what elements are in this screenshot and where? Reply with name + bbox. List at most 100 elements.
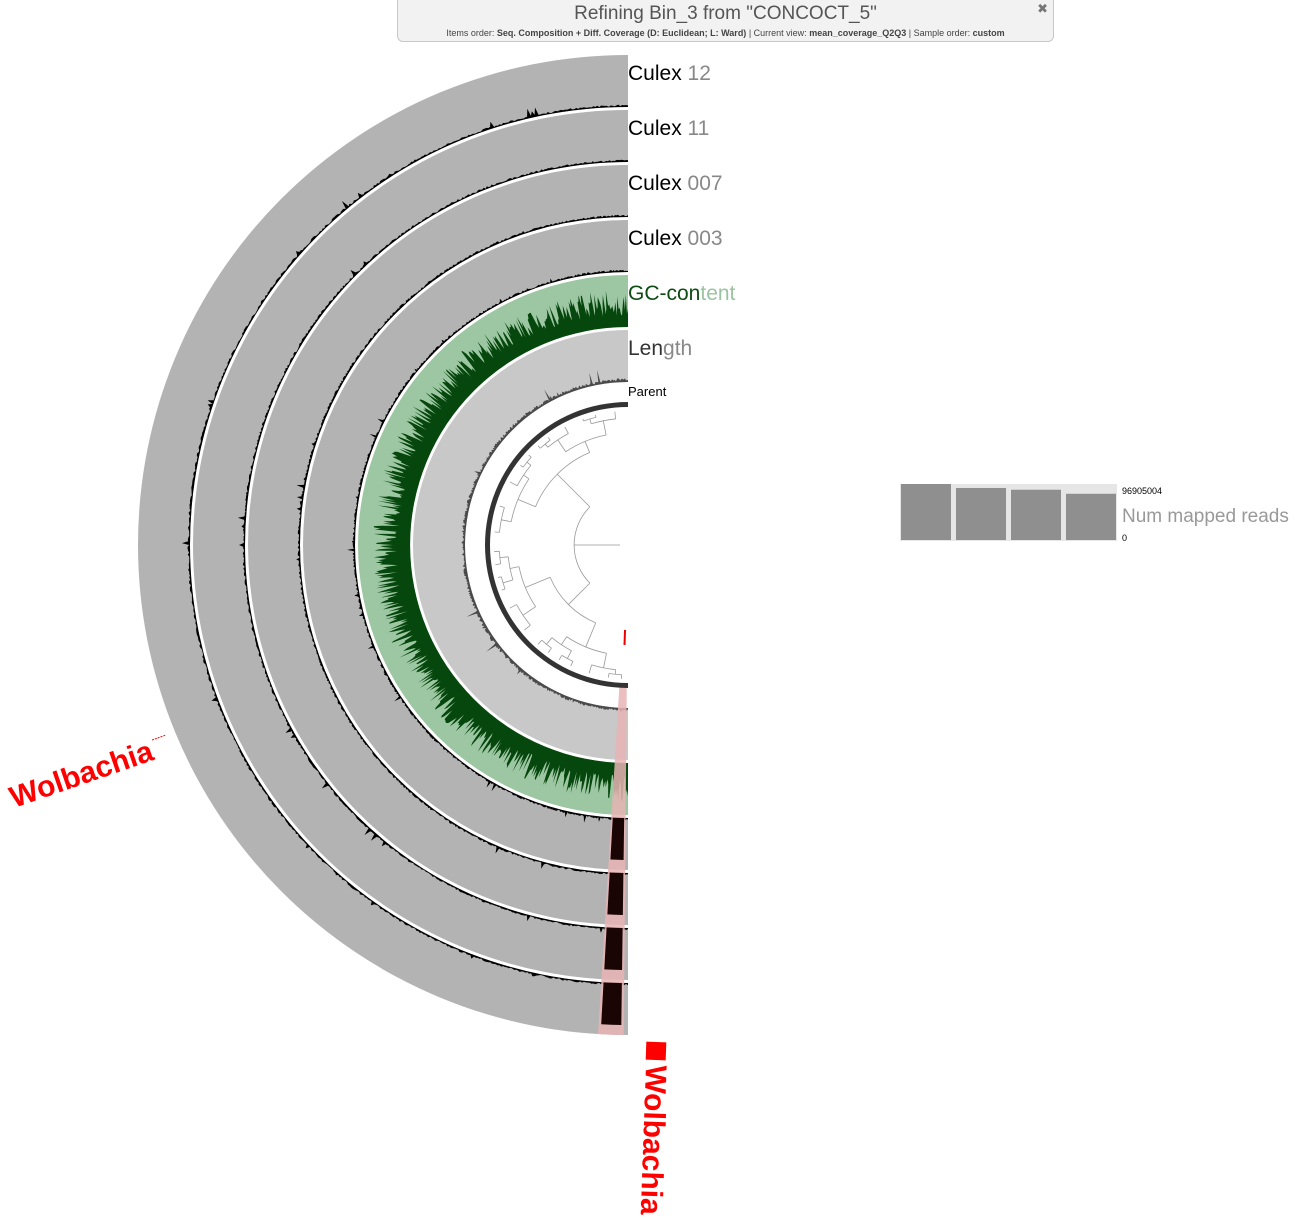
wolbachia-coverage-1 [604,927,623,970]
tree-branch [585,622,597,648]
wolbachia-label-bottom: Wolbachia [634,1065,672,1216]
ring-bg-0 [138,55,628,1035]
sample-order-label: Sample order: [913,28,971,38]
tree-branch [526,461,532,466]
tree-leaf [558,655,563,661]
num-mapped-reads-chart: 96905004 0 Num mapped reads [900,484,1289,543]
gc-signal [373,290,628,801]
wolbachia-coverage-0 [601,982,622,1025]
layer-label-prefix: GC-con [628,282,700,305]
layer-label-5: Length [628,337,692,360]
tree-wolbachia-leaf [623,629,627,645]
wolbachia-coverage-3 [610,817,625,860]
tree-branch [546,637,553,645]
wolbachia-marker [645,1041,667,1061]
tree-leaf [499,505,505,508]
current-view-label: Current view: [753,28,807,38]
layer-label-1: Culex 11 [628,117,709,140]
tree-leaf [595,414,597,418]
tree-leaf [537,445,541,449]
tree-branch [525,576,551,588]
tree-arc [535,452,590,507]
reads-bar-3 [1066,493,1116,540]
tree-branch [566,650,572,659]
dendrogram[interactable] [494,411,627,679]
tree-leaf [537,639,543,645]
layer-label-suffix: 003 [688,227,723,250]
tree-branch [584,441,591,453]
reads-min-label: 0 [1122,533,1127,543]
tree-arc [518,566,536,607]
reads-max-label: 96905004 [1122,486,1162,496]
subtitle: Items order: Seq. Composition + Diff. Co… [446,28,1005,38]
items-order-label: Items order: [446,28,495,38]
current-view-value: mean_coverage_Q2Q3 [809,28,907,38]
reads-label: Num mapped reads [1122,506,1289,527]
tree-branch [509,566,520,569]
tree-leaf [501,588,506,591]
tree-branch [568,582,591,605]
layer-label-0: Culex 12 [628,62,711,85]
wolbachia-pointer-left [151,734,167,741]
tree-leaf [607,673,610,678]
tree-leaf [570,661,574,667]
layer-label-4: GC-content [628,282,736,305]
title-panel: ✖ Refining Bin_3 from "CONCOCT_5" Items … [397,0,1054,42]
tree-branch [523,474,530,480]
wolbachia-coverage-2 [607,872,624,915]
tree-arc [516,604,531,626]
tree-leaf [564,426,569,434]
reads-bar-2 [1011,489,1061,540]
sample-order-value: custom [972,28,1005,38]
items-order-value: Seq. Composition + Diff. Coverage (D: Eu… [496,28,747,38]
ring-bg-2 [248,165,628,925]
close-icon[interactable]: ✖ [1037,1,1048,16]
tree-arc [573,506,591,584]
layer-label-suffix: tent [700,282,735,305]
tree-leaf [509,604,517,609]
layer-label-prefix: Culex [628,227,688,250]
parent-label: Parent [628,384,667,399]
tree-branch [589,418,592,424]
tree-branch [557,439,567,453]
layer-label-suffix: 12 [688,62,711,85]
ring-bg-3 [303,220,628,870]
layer-label-suffix: 11 [688,117,710,140]
tree-branch [517,499,536,508]
reads-bar-1 [956,487,1006,540]
layer-label-prefix: Culex [628,117,688,140]
tree-leaf [520,464,524,468]
layer-rings [138,55,629,1035]
tree-arc [566,636,607,654]
page-title: Refining Bin_3 from "CONCOCT_5" [574,3,877,24]
tree-leaf [582,418,585,422]
wolbachia-label-left: Wolbachia [6,735,158,815]
layer-label-prefix: Culex [628,62,688,85]
tree-leaf [547,437,551,441]
layer-label-3: Culex 003 [628,227,723,250]
ring-bg-1 [193,110,628,980]
tree-leaf [509,481,518,487]
tree-branch [502,579,514,584]
tree-arc [541,639,552,649]
tree-branch [501,519,512,523]
tree-leaf [588,664,593,674]
tree-branch [544,443,549,448]
tree-arc [565,434,607,453]
tree-leaf [495,563,501,566]
tree-branch [499,556,509,559]
layer-label-suffix: gth [663,337,692,360]
tree-leaf [547,647,552,653]
ring-bg-5 [413,330,628,760]
tree-leaf [528,454,532,458]
layer-label-suffix: 007 [688,172,723,195]
tree-arc [549,577,596,624]
layer-label-prefix: Culex [628,172,688,195]
tree-arc [510,478,530,522]
tree-leaf [614,411,616,419]
tree-leaf [524,624,531,631]
tree-branch [522,606,536,616]
tree-branch [561,636,568,645]
